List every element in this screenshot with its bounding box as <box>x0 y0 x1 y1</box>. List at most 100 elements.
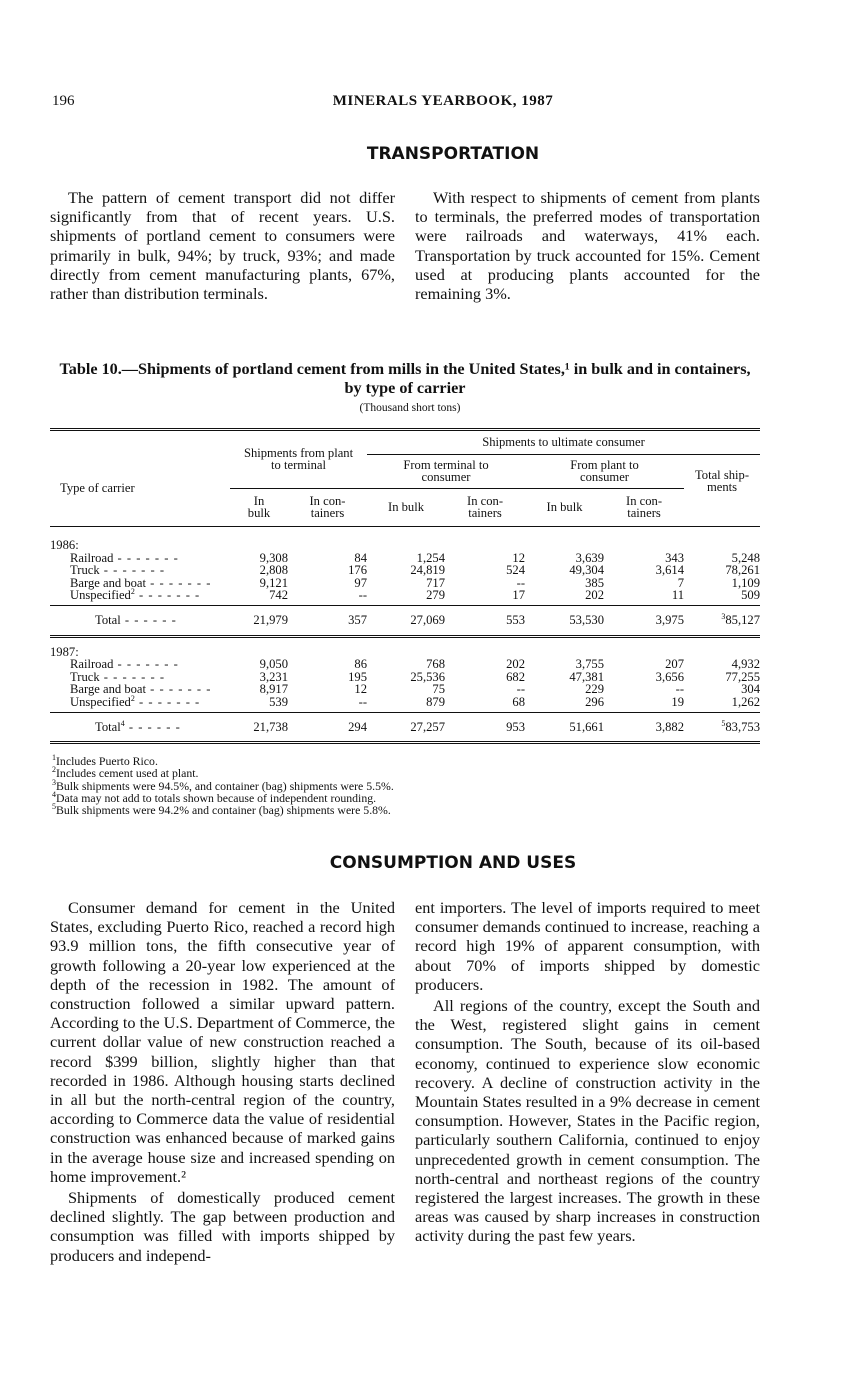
total-text: Total <box>95 719 121 734</box>
table-cell: 19 <box>671 694 685 709</box>
table-cell: 8,917 <box>259 682 288 697</box>
header-terminal-to-consumer: From terminal to consumer <box>403 457 489 485</box>
carrier-name: Railroad <box>70 550 114 565</box>
total-cell: 21,979 <box>230 604 288 638</box>
table-cell: 78,261 <box>725 563 761 578</box>
total-value: 953 <box>506 719 526 734</box>
table-cell: 202 <box>585 588 605 603</box>
total-cell: 553 <box>445 604 526 638</box>
header-in-bulk: In bulk <box>230 487 288 527</box>
table-row: Truck - - - - - - - 3,231 195 25,536 682 47,3… <box>50 669 760 684</box>
footnote-ref: 2 <box>130 693 135 703</box>
table-cell: 3,614 <box>655 563 685 578</box>
leader-dots: - - - - - - - <box>146 682 212 697</box>
carrier-name: Unspecified <box>70 588 131 603</box>
table-cell: 176 <box>348 563 368 578</box>
table-cell: 207 <box>665 657 685 672</box>
header-type-of-carrier: Type of carrier <box>50 429 230 527</box>
footnote: 5Bulk shipments were 94.2% and container… <box>52 802 394 817</box>
carrier-name: Truck <box>70 669 100 684</box>
carrier-name: Railroad <box>70 657 114 672</box>
table-cell: 3,755 <box>575 657 605 672</box>
table-footnotes: 1Includes Puerto Rico. 2Includes cement u… <box>52 753 394 817</box>
table-cell: 12 <box>354 682 368 697</box>
total-value: 53,530 <box>569 612 605 627</box>
footnote-number: 1 <box>52 753 56 763</box>
carrier-label: Barge and boat - - - - - - - <box>50 683 230 696</box>
total-row: Total4 - - - - - - 21,738 294 27,257 953 51,6… <box>50 711 761 745</box>
shipments-table: Type of carrier Shipments from plant to … <box>50 428 761 745</box>
table-row: Railroad - - - - - - - 9,308 84 1,254 12 3,63… <box>50 550 761 565</box>
total-cell: 27,257 <box>367 711 446 745</box>
table-row: Unspecified2 - - - - - - - 539 -- 879 68 296 1… <box>50 693 760 712</box>
year-row: 1986: <box>50 526 760 552</box>
paragraph: With respect to shipments of cement from… <box>415 188 760 304</box>
table-cell: 25,536 <box>410 669 446 684</box>
table-cell: 1,109 <box>731 575 761 590</box>
paragraph: ent importers. The level of imports requ… <box>415 898 760 994</box>
header-in-bulk: In bulk <box>367 487 446 527</box>
table-row: Truck - - - - - - - 2,808 176 24,819 524 49,3… <box>50 564 760 577</box>
total-label: Total4 - - - - - - <box>50 711 230 745</box>
table-cell: 24,819 <box>410 563 446 578</box>
footnote-number: 5 <box>52 802 56 812</box>
table-cell: -- <box>358 694 368 709</box>
table-cell: 304 <box>741 682 761 697</box>
table-cell: 768 <box>426 657 446 672</box>
table-row: Barge and boat - - - - - - - 9,121 97 717 --… <box>50 575 761 590</box>
leader-dots: - - - - - - - <box>134 588 201 603</box>
table-cell: 717 <box>426 575 446 590</box>
table-cell: 9,050 <box>259 657 288 672</box>
paragraph: Consumer demand for cement in the United… <box>50 898 395 1186</box>
footnote-number: 2 <box>52 765 56 775</box>
table-cell: 49,304 <box>569 563 605 578</box>
page-number: 196 <box>52 93 75 109</box>
table-cell: 343 <box>665 550 685 565</box>
table-cell: 75 <box>432 682 446 697</box>
consumption-right-column: ent importers. The level of imports requ… <box>415 898 760 1246</box>
total-label: Total - - - - - - <box>50 604 230 638</box>
total-text: Total <box>95 612 121 627</box>
total-cell: 953 <box>445 711 526 745</box>
leader-dots: - - - - - - - <box>99 669 166 684</box>
footnote-ref: 5 <box>721 718 726 728</box>
footnote-number: 4 <box>52 789 56 799</box>
table-cell: 86 <box>354 657 368 672</box>
footnote: 3Bulk shipments were 94.5%, and containe… <box>52 778 394 792</box>
total-cell: 27,069 <box>367 604 446 638</box>
footnote: 4Data may not add to totals shown becaus… <box>52 789 394 805</box>
leader-dots: - - - - - - - <box>146 575 212 590</box>
table-cell: 3,639 <box>575 550 605 565</box>
table-cell: 84 <box>354 550 368 565</box>
leader-dots: - - - - - - - <box>99 563 166 578</box>
table-cell: 742 <box>269 588 288 603</box>
carrier-label: Unspecified2 - - - - - - - <box>50 693 230 712</box>
footnote-text: Data may not add to totals shown because… <box>56 790 377 805</box>
running-title: MINERALS YEARBOOK, 1987 <box>332 93 554 109</box>
header-plant-to-consumer: From plant to consumer <box>570 457 639 485</box>
table-cell: 509 <box>741 588 761 603</box>
carrier-label: Truck - - - - - - - <box>50 564 230 577</box>
table-cell: -- <box>358 588 368 603</box>
header-plant-to-terminal: Shipments from plant to terminal <box>243 445 354 473</box>
leader-dots: - - - - - - <box>124 719 181 734</box>
total-cell: 583,753 <box>684 711 761 745</box>
total-cell: 21,738 <box>230 711 288 745</box>
table-cell: 3,231 <box>259 669 288 684</box>
carrier-label: Truck - - - - - - - <box>50 669 230 684</box>
table-cell: 682 <box>506 669 526 684</box>
carrier-name: Barge and boat <box>70 682 147 697</box>
table-cell: 5,248 <box>731 550 761 565</box>
total-value: 553 <box>506 612 526 627</box>
footnote: 2Includes cement used at plant. <box>52 765 394 780</box>
leader-dots: - - - - - - - <box>113 657 179 672</box>
year-label: 1986: <box>50 537 79 552</box>
transportation-left-column: The pattern of cement transport did not … <box>50 188 395 303</box>
table-cell: 47,381 <box>569 669 605 684</box>
table-cell: 4,932 <box>731 657 761 672</box>
leader-dots: - - - - - - - <box>113 550 179 565</box>
carrier-label: Railroad - - - - - - - <box>50 550 230 565</box>
table-row: Unspecified2 - - - - - - - 742 -- 279 17 202 1… <box>50 588 761 605</box>
table-cell: -- <box>675 682 685 697</box>
footnote-ref: 3 <box>721 611 726 621</box>
